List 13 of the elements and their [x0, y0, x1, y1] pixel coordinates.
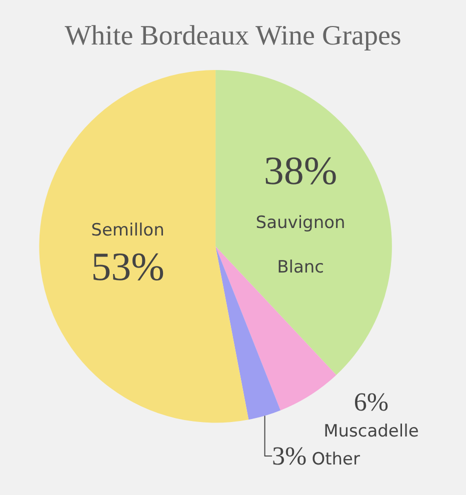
slice-label: Semillon: [91, 220, 164, 241]
pie-slice: [216, 246, 280, 420]
category-label: Sauvignon Blanc: [256, 213, 346, 278]
slice-label: Other: [312, 450, 360, 470]
slice-label: Muscadelle: [324, 422, 419, 442]
data-label: 38%: [264, 148, 338, 194]
data-label: 3%: [272, 442, 307, 471]
chart-title: White Bordeaux Wine Grapes: [64, 20, 402, 52]
data-label: 6%: [354, 388, 389, 417]
data-label: 53%: [91, 244, 164, 289]
pie-slice: [39, 70, 249, 422]
pie-slice: [216, 246, 336, 410]
pie-slice: [216, 70, 392, 375]
